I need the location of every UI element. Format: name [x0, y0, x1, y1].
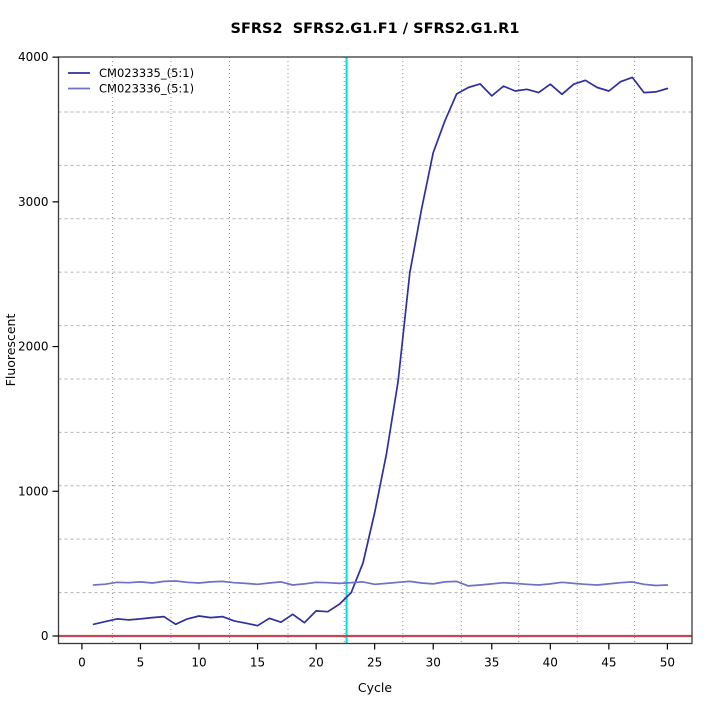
plot-area: 0 5 10 15 20 25 30 35 40 45 50 0 1000 2000 3000 4000 CM0… — [18, 50, 693, 670]
chart-title: SFRS2 SFRS2.G1.F1 / SFRS2.G1.R1 — [231, 21, 520, 37]
y-axis-label: Fluorescent — [3, 314, 18, 387]
x-tick-label: 40 — [543, 656, 558, 670]
y-tick-label: 4000 — [18, 50, 49, 64]
y-tick-label: 1000 — [18, 484, 49, 498]
series-line-CM023335_(5:1) — [92, 76, 669, 627]
plot-border — [57, 56, 693, 645]
x-tick-label: 50 — [660, 656, 675, 670]
x-tick-label: 15 — [250, 656, 265, 670]
y-tick-label: 2000 — [18, 340, 49, 354]
x-axis-label: Cycle — [358, 680, 392, 695]
y-tick-label: 0 — [41, 629, 49, 643]
legend-label: CM023336_(5:1) — [99, 82, 194, 96]
x-tick-label: 45 — [601, 656, 616, 670]
x-tick-label: 0 — [78, 656, 86, 670]
x-tick-label: 35 — [484, 656, 499, 670]
x-tick-label: 10 — [191, 656, 206, 670]
x-tick-label: 5 — [137, 656, 145, 670]
series-line-CM023336_(5:1) — [92, 580, 669, 587]
y-tick-label: 3000 — [18, 195, 49, 209]
legend-label: CM023335_(5:1) — [99, 66, 194, 80]
x-tick-label: 20 — [308, 656, 323, 670]
x-tick-label: 30 — [426, 656, 441, 670]
x-tick-label: 25 — [367, 656, 382, 670]
